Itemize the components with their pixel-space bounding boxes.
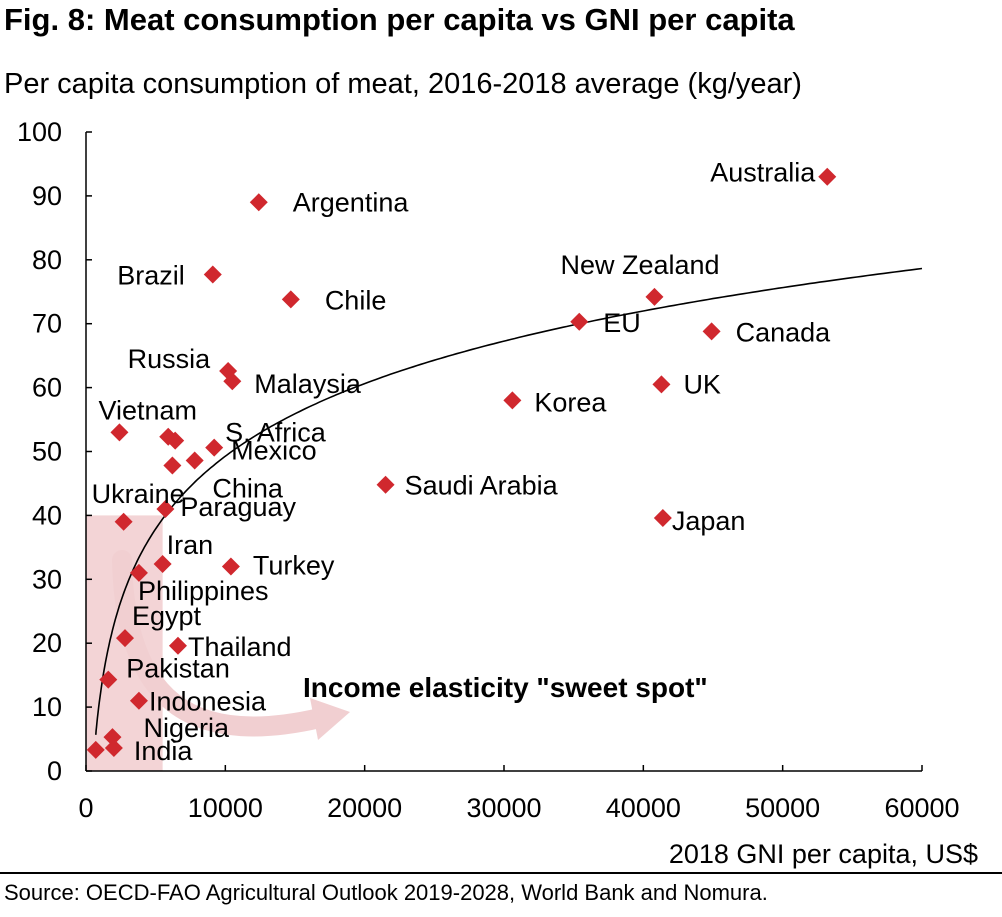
data-label: New Zealand bbox=[560, 250, 719, 280]
data-point bbox=[86, 740, 105, 759]
data-label: India bbox=[134, 736, 194, 766]
data-point bbox=[159, 427, 178, 446]
data-label: Korea bbox=[534, 387, 607, 417]
x-tick-label: 30000 bbox=[466, 793, 541, 823]
data-point bbox=[702, 322, 721, 341]
data-label: Iran bbox=[167, 530, 214, 560]
x-tick-label: 50000 bbox=[745, 793, 820, 823]
data-point bbox=[281, 290, 300, 309]
data-label: Turkey bbox=[253, 551, 335, 581]
y-tick-label: 0 bbox=[47, 756, 62, 786]
y-tick-label: 10 bbox=[32, 692, 62, 722]
data-point bbox=[645, 287, 664, 306]
chart-subtitle: Per capita consumption of meat, 2016-201… bbox=[4, 68, 802, 100]
x-tick-label: 20000 bbox=[327, 793, 402, 823]
data-label: Ukraine bbox=[92, 479, 185, 509]
data-label: Mexico bbox=[231, 436, 317, 466]
data-label: Saudi Arabia bbox=[405, 471, 559, 501]
data-point bbox=[99, 670, 118, 689]
y-tick-label: 50 bbox=[32, 437, 62, 467]
data-point bbox=[221, 557, 240, 576]
y-tick-label: 30 bbox=[32, 564, 62, 594]
bottom-rule bbox=[0, 872, 1002, 874]
sweet-spot-arrow bbox=[112, 550, 330, 737]
y-tick-label: 40 bbox=[32, 500, 62, 530]
source-note: Source: OECD-FAO Agricultural Outlook 20… bbox=[4, 880, 768, 905]
y-tick-label: 80 bbox=[32, 245, 62, 275]
data-point bbox=[223, 372, 242, 391]
x-tick-label: 10000 bbox=[188, 793, 263, 823]
data-label: Brazil bbox=[117, 260, 185, 290]
chart-title: Fig. 8: Meat consumption per capita vs G… bbox=[4, 2, 795, 37]
data-point bbox=[205, 438, 224, 457]
data-label: Chile bbox=[325, 285, 387, 315]
data-point bbox=[129, 691, 148, 710]
y-tick-label: 70 bbox=[32, 309, 62, 339]
data-label: S. Africa bbox=[225, 418, 327, 448]
data-point bbox=[163, 456, 182, 475]
x-tick-label: 0 bbox=[78, 793, 93, 823]
y-tick-label: 100 bbox=[17, 117, 62, 147]
data-point bbox=[185, 451, 204, 470]
y-tick-label: 20 bbox=[32, 628, 62, 658]
data-point bbox=[376, 475, 395, 494]
trendline bbox=[95, 267, 923, 735]
data-point bbox=[652, 375, 671, 394]
x-tick-label: 60000 bbox=[884, 793, 959, 823]
sweet-spot-annotation: Income elasticity "sweet spot" bbox=[303, 672, 708, 703]
data-label: Malaysia bbox=[254, 369, 362, 399]
data-point bbox=[114, 512, 133, 531]
data-point bbox=[503, 391, 522, 410]
y-tick-label: 60 bbox=[32, 373, 62, 403]
data-label: Egypt bbox=[132, 601, 202, 631]
data-label: Nigeria bbox=[143, 713, 230, 743]
data-label: EU bbox=[603, 308, 641, 338]
x-axis-label: 2018 GNI per capita, US$ bbox=[669, 839, 978, 869]
data-label: Pakistan bbox=[126, 654, 230, 684]
data-point bbox=[168, 636, 187, 655]
data-point bbox=[110, 423, 129, 442]
data-point bbox=[116, 629, 135, 648]
data-label: Vietnam bbox=[98, 395, 197, 425]
data-point bbox=[103, 728, 122, 747]
x-tick-label: 40000 bbox=[606, 793, 681, 823]
data-label: Philippines bbox=[138, 576, 269, 606]
data-point bbox=[818, 167, 837, 186]
data-label: Japan bbox=[672, 506, 746, 536]
data-point bbox=[104, 738, 123, 757]
y-tick-label: 90 bbox=[32, 181, 62, 211]
data-label: Thailand bbox=[188, 632, 292, 662]
data-label: Canada bbox=[736, 317, 832, 347]
data-label: Indonesia bbox=[149, 687, 267, 717]
data-point bbox=[249, 193, 268, 212]
data-label: Australia bbox=[710, 158, 816, 188]
data-label: UK bbox=[683, 369, 721, 399]
data-point bbox=[570, 312, 589, 331]
data-label: Argentina bbox=[293, 187, 410, 217]
data-label: Russia bbox=[128, 344, 212, 374]
sweet-spot-arrowhead bbox=[310, 698, 350, 740]
data-label: China bbox=[212, 474, 284, 504]
data-label: Paraguay bbox=[180, 492, 296, 522]
data-point bbox=[153, 554, 172, 573]
data-point bbox=[653, 508, 672, 527]
data-point bbox=[129, 563, 148, 582]
data-point bbox=[156, 500, 175, 519]
data-point bbox=[203, 265, 222, 284]
